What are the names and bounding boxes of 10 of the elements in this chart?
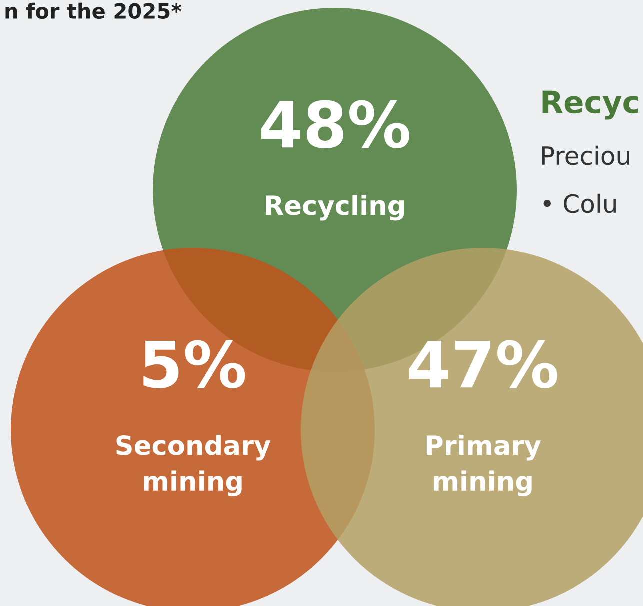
data-label: 48% xyxy=(261,100,410,149)
text: Recyc xyxy=(542,90,638,120)
category-label: Secondary mining xyxy=(116,435,271,497)
data-label: 47% xyxy=(409,340,558,389)
category-label: Primary mining xyxy=(426,435,541,497)
category-label: Recycling xyxy=(266,195,404,221)
text: • Colu xyxy=(544,194,616,214)
data-label: 5% xyxy=(144,340,246,389)
text: Preciou xyxy=(542,146,630,166)
text: n for the 2025* xyxy=(6,2,182,20)
